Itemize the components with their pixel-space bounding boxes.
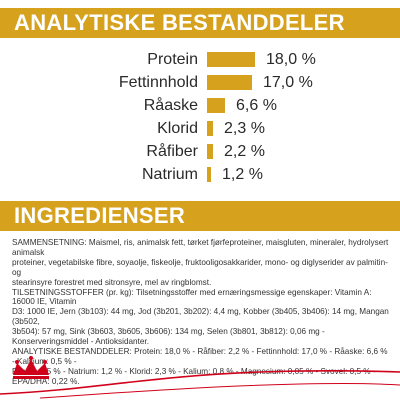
- nutrient-value: 17,0 %: [263, 74, 313, 91]
- analysis-title: ANALYTISKE BESTANDDELER: [14, 10, 345, 35]
- nutrient-row: Fettinnhold 17,0 %: [0, 71, 400, 94]
- nutrient-label: Fettinnhold: [118, 74, 198, 91]
- nutrient-row: Natrium 1,2 %: [0, 163, 400, 186]
- royal-canin-crown-logo-icon: [13, 356, 49, 379]
- ingredients-section-header: INGREDIENSER: [0, 201, 400, 231]
- nutrient-row: Råaske 6,6 %: [0, 94, 400, 117]
- nutrient-label: Klorid: [157, 120, 198, 137]
- nutrient-label: Råaske: [143, 97, 198, 114]
- ingredients-line: D3: 1000 IE, Jern (3b103): 44 mg, Jod (3…: [12, 307, 389, 327]
- ingredients-line: stearinsyre forestret med sitronsyre, me…: [12, 277, 212, 287]
- nutrient-bar: [207, 121, 213, 136]
- nutrient-bar: [207, 75, 252, 90]
- nutrient-label: Råfiber: [146, 143, 198, 160]
- nutrient-value: 2,3 %: [224, 120, 265, 137]
- nutrient-value: 2,2 %: [224, 143, 265, 160]
- ingredients-title: INGREDIENSER: [14, 203, 186, 228]
- ingredients-line: TILSETNINGSSTOFFER (pr. kg): Tilsetnings…: [12, 287, 372, 307]
- nutrient-row: Råfiber 2,2 %: [0, 140, 400, 163]
- nutrient-bar: [207, 167, 211, 182]
- nutrient-row: Klorid 2,3 %: [0, 117, 400, 140]
- nutrient-bar: [207, 98, 225, 113]
- red-swoosh-decoration: [0, 370, 400, 399]
- nutrient-bar: [207, 52, 255, 67]
- nutrient-value: 1,2 %: [222, 166, 263, 183]
- nutrient-label: Natrium: [141, 166, 198, 183]
- ingredients-line: Fosfor: 0,5 % - Natrium: 1,2 % - Klorid:…: [12, 366, 376, 386]
- ingredients-line: SAMMENSETNING: Maismel, ris, animalsk fe…: [12, 238, 389, 257]
- nutrient-label: Protein: [147, 51, 198, 68]
- nutrient-value: 6,6 %: [236, 97, 277, 114]
- ingredients-line: proteiner, vegetabilske fibre, soyaolje,…: [12, 257, 388, 277]
- nutrient-value: 18,0 %: [266, 51, 316, 68]
- ingredients-line: 3b504): 57 mg, Sink (3b603, 3b605, 3b606…: [12, 327, 325, 347]
- nutrient-row: Protein 18,0 %: [0, 48, 400, 71]
- nutrient-bar: [207, 144, 213, 159]
- analysis-section-header: ANALYTISKE BESTANDDELER: [0, 8, 400, 38]
- nutrient-bar-chart: Protein 18,0 % Fettinnhold 17,0 % Råaske 6,6 …: [0, 48, 400, 186]
